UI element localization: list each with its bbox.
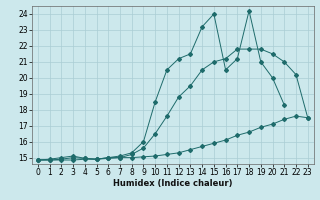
X-axis label: Humidex (Indice chaleur): Humidex (Indice chaleur) [113, 179, 233, 188]
